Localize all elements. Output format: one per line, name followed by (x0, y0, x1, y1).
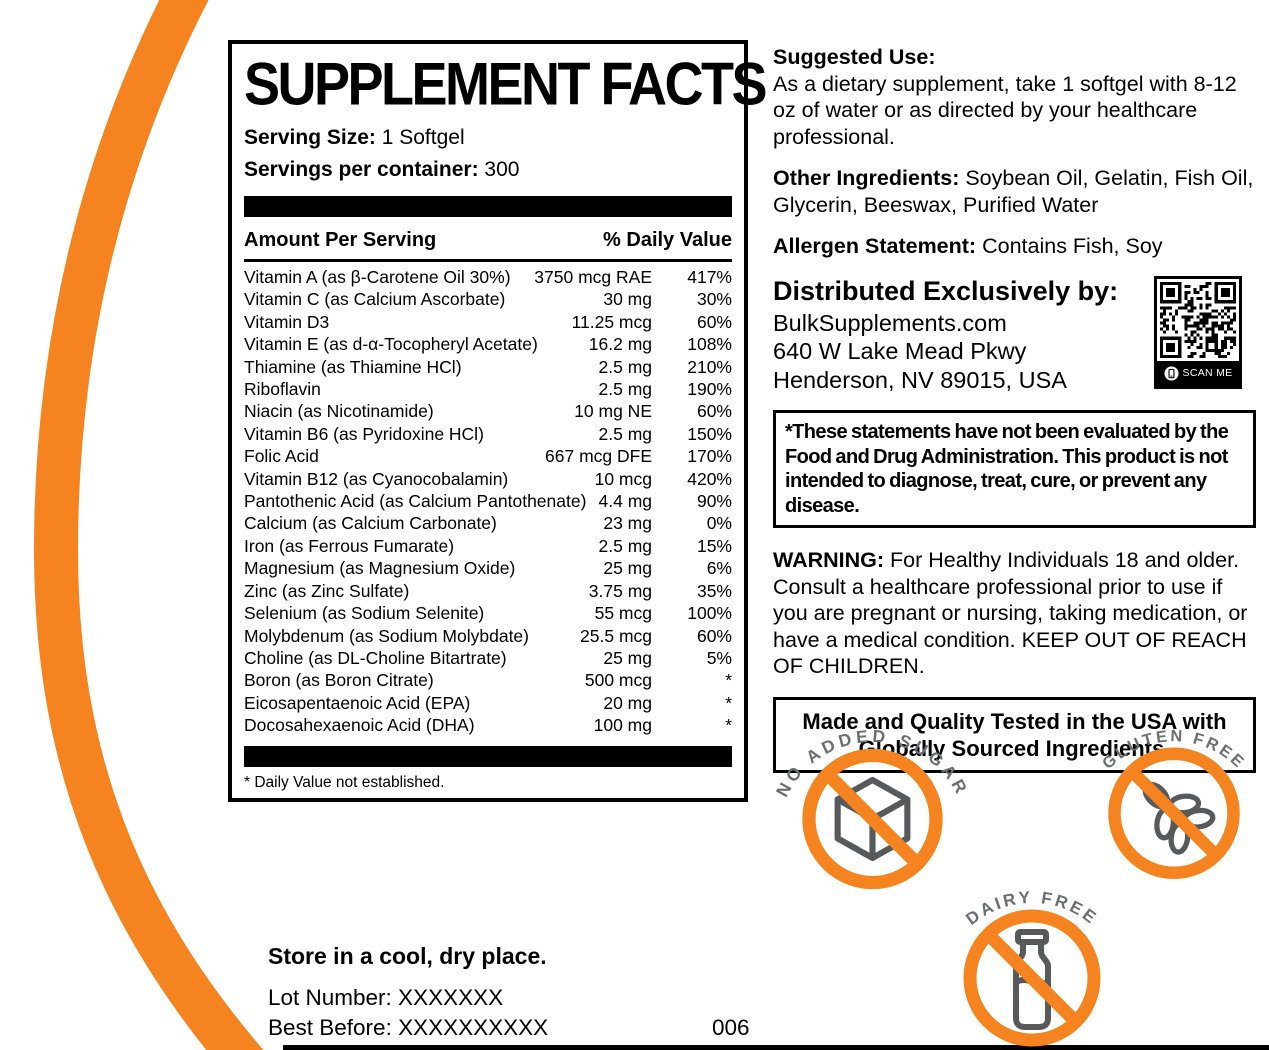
table-row: Vitamin A (as β-Carotene Oil 30%) 3750 mc… (244, 267, 732, 287)
table-row: Boron (as Boron Citrate) 500 mcg * (244, 670, 732, 691)
scan-me-bar: SCAN ME (1157, 361, 1239, 386)
nutrient-rows: Vitamin A (as β-Carotene Oil 30%) 3750 mc… (244, 266, 732, 737)
table-row: Riboflavin 2.5 mg 190% (244, 379, 732, 400)
best-before: Best Before: XXXXXXXXXX (268, 1015, 549, 1040)
table-row: Iron (as Ferrous Fumarate) 2.5 mg 15% (244, 535, 732, 556)
table-row: Choline (as DL-Choline Bitartrate) 25 mg 5… (244, 647, 732, 668)
allergen-section: Allergen Statement: Contains Fish, Soy (773, 233, 1256, 260)
table-row: Zinc (as Zinc Sulfate) 3.75 mg 35% (244, 580, 732, 601)
table-row: Folic Acid 667 mcg DFE 170% (244, 446, 732, 467)
info-column: Suggested Use: As a dietary supplement, … (773, 44, 1256, 773)
qr-code-icon (1157, 279, 1239, 361)
warning-text: For Healthy Individuals 18 and older. Co… (773, 548, 1248, 678)
no-added-sugar-badge: NO ADDED SUGAR (772, 726, 973, 890)
allergen-text: Contains Fish, Soy (976, 234, 1163, 258)
table-header: Amount Per Serving % Daily Value (244, 229, 732, 252)
table-row: Molybdenum (as Sodium Molybdate) 25.5 mcg… (244, 625, 732, 646)
table-row: Vitamin B6 (as Pyridoxine HCl) 2.5 mg 150% (244, 423, 732, 444)
dairy-free-label: DAIRY FREE (962, 888, 1098, 929)
divider-bar-top (244, 196, 732, 217)
panel-title: SUPPLEMENT FACTS (244, 50, 768, 118)
servings-value: 300 (484, 158, 520, 181)
table-row: Docosahexaenoic Acid (DHA) 100 mg * (244, 715, 732, 736)
amount-per-serving-header: Amount Per Serving (244, 229, 437, 251)
made-in-usa-box: Made and Quality Tested in the USA with … (773, 696, 1256, 773)
distributor-city: Henderson, NV 89015, USA (773, 366, 1067, 393)
qr-pattern (1160, 282, 1236, 358)
prohibition-circle (1108, 747, 1240, 880)
fda-disclaimer-box: *These statements have not been evaluate… (773, 410, 1256, 528)
table-row: Vitamin D3 11.25 mcg 60% (244, 311, 732, 332)
no-added-sugar-label: NO ADDED SUGAR (772, 726, 969, 800)
header-rule (244, 259, 732, 262)
other-ingredients-text: Soybean Oil, Gelatin, Fish Oil, Glycerin… (773, 166, 1254, 217)
divider-bar-bottom (244, 745, 732, 767)
other-ingredients-label: Other Ingredients: (773, 166, 960, 190)
warning-label: WARNING: (773, 548, 885, 572)
prohibition-circle (802, 748, 943, 890)
bottom-edge-bar (283, 1045, 1269, 1050)
supplement-facts-panel: SUPPLEMENT FACTS Serving Size: 1 Softgel… (228, 40, 768, 802)
table-row: Thiamine (as Thiamine HCl) 2.5 mg 210% (244, 356, 732, 377)
suggested-use-text: As a dietary supplement, take 1 softgel … (773, 71, 1237, 149)
storage-instruction: Store in a cool, dry place. (268, 943, 547, 969)
distributor-street: 640 W Lake Mead Pkwy (773, 338, 1027, 364)
daily-value-header: % Daily Value (603, 229, 732, 251)
allergen-label: Allergen Statement: (773, 234, 977, 258)
table-row: Vitamin C (as Calcium Ascorbate) 30 mg 30% (244, 289, 732, 310)
gluten-free-badge: GLUTEN FREE (1099, 727, 1246, 880)
suggested-use-label: Suggested Use: (773, 45, 936, 69)
svg-text:DAIRY FREE: DAIRY FREE (962, 888, 1101, 929)
distributor-section: Distributed Exclusively by: BulkSuppleme… (773, 275, 1256, 395)
table-row: Pantothenic Acid (as Calcium Pantothenat… (244, 491, 732, 512)
scan-me-label: SCAN ME (1182, 367, 1233, 380)
label-code: 006 (712, 1015, 750, 1040)
phone-icon (1163, 366, 1179, 381)
distributor-name: BulkSupplements.com (773, 309, 1007, 336)
prohibition-slash (985, 931, 1079, 1025)
qr-code-block: SCAN ME (1154, 276, 1242, 389)
prohibition-circle (963, 909, 1101, 1047)
table-row: Selenium (as Sodium Selenite) 55 mcg 100% (244, 603, 732, 624)
distributor-label: Distributed Exclusively by: (773, 275, 1119, 306)
serving-size-label: Serving Size: (244, 126, 376, 149)
table-row: Niacin (as Nicotinamide) 10 mg NE 60% (244, 401, 732, 422)
daily-value-footnote: * Daily Value not established. (244, 773, 445, 791)
prohibition-slash (1129, 768, 1219, 859)
table-row: Vitamin E (as d-α-Tocopheryl Acetate) 16.… (244, 334, 732, 355)
servings-per-container-line: Servings per container: 300 (244, 154, 732, 186)
table-row: Eicosapentaenoic Acid (EPA) 20 mg * (244, 692, 732, 713)
svg-text:NO ADDED SUGAR: NO ADDED SUGAR (772, 726, 973, 800)
serving-size-value: 1 Softgel (381, 126, 465, 149)
serving-size-line: Serving Size: 1 Softgel (244, 122, 732, 154)
other-ingredients-section: Other Ingredients: Soybean Oil, Gelatin,… (773, 165, 1256, 218)
table-row: Calcium (as Calcium Carbonate) 23 mg 0% (244, 513, 732, 534)
warning-section: WARNING: For Healthy Individuals 18 and … (773, 547, 1256, 680)
prohibition-slash (824, 771, 921, 867)
suggested-use-section: Suggested Use: As a dietary supplement, … (773, 44, 1256, 150)
lot-number: Lot Number: XXXXXXX (268, 985, 504, 1010)
dairy-free-badge: DAIRY FREE (962, 888, 1101, 1047)
table-row: Magnesium (as Magnesium Oxide) 25 mg 6% (244, 558, 732, 579)
table-row: Vitamin B12 (as Cyanocobalamin) 10 mcg 420… (244, 468, 732, 489)
servings-label: Servings per container: (244, 158, 479, 181)
